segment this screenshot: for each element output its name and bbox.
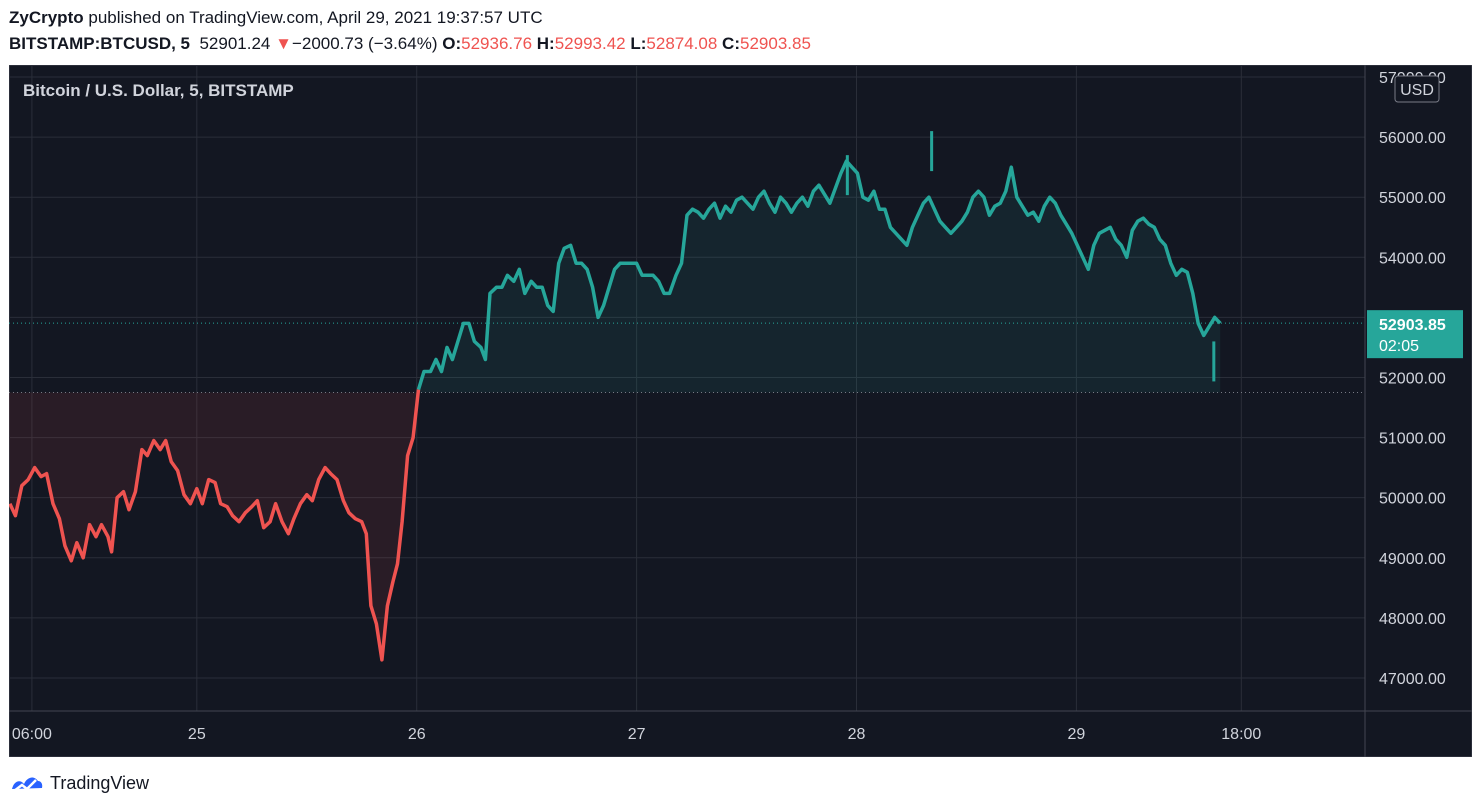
series-line-up[interactable] bbox=[416, 159, 1222, 391]
x-tick-label: 25 bbox=[188, 726, 206, 743]
y-tick-label: 54000.00 bbox=[1379, 250, 1446, 267]
currency-label[interactable]: USD bbox=[1400, 82, 1434, 99]
y-tick-label: 52000.00 bbox=[1379, 370, 1446, 387]
x-tick-label: 28 bbox=[848, 726, 866, 743]
down-arrow-icon: ▼ bbox=[275, 34, 292, 53]
footer: TradingView bbox=[10, 770, 149, 796]
countdown-label: 02:05 bbox=[1379, 338, 1419, 355]
y-tick-label: 55000.00 bbox=[1379, 190, 1446, 207]
high-label: H: bbox=[536, 34, 555, 53]
x-tick-label: 18:00 bbox=[1221, 726, 1261, 743]
footer-brand[interactable]: TradingView bbox=[50, 772, 150, 793]
price-change: −2000.73 (−3.64%) bbox=[291, 34, 438, 53]
last-price-label: 52903.85 bbox=[1379, 317, 1446, 334]
x-tick-label: 27 bbox=[628, 726, 646, 743]
ohlc-bar: BITSTAMP:BTCUSD, 5 52901.24 ▼−2000.73 (−… bbox=[9, 34, 811, 54]
author-name[interactable]: ZyCrypto bbox=[9, 8, 84, 27]
currency-badge[interactable] bbox=[1394, 75, 1440, 103]
price-chart[interactable]: 47000.00 48000.00 49000.00 50000.00 51000.00… bbox=[9, 65, 1472, 757]
open-value: 52936.76 bbox=[461, 34, 533, 53]
x-tick-label: 06:00 bbox=[12, 726, 52, 743]
series-line-down[interactable] bbox=[9, 389, 421, 662]
area-fill-up bbox=[418, 161, 1221, 393]
publish-info: ZyCrypto published on TradingView.com, A… bbox=[9, 8, 543, 28]
low-label: L: bbox=[630, 34, 647, 53]
x-tick-label: 26 bbox=[408, 726, 426, 743]
low-value: 52874.08 bbox=[646, 34, 718, 53]
chart-title: Bitcoin / U.S. Dollar, 5, BITSTAMP bbox=[23, 81, 294, 100]
open-label: O: bbox=[442, 34, 462, 53]
area-fill-down bbox=[9, 389, 419, 660]
y-tick-label: 56000.00 bbox=[1379, 130, 1446, 147]
y-tick-label: 50000.00 bbox=[1379, 491, 1446, 508]
y-tick-label: 47000.00 bbox=[1379, 671, 1446, 688]
close-label: C: bbox=[722, 34, 740, 53]
close-value: 52903.85 bbox=[740, 34, 811, 53]
last-price: 52901.24 bbox=[199, 34, 271, 53]
last-price-badge bbox=[1367, 310, 1463, 359]
published-text: published on TradingView.com, April 29, … bbox=[88, 8, 543, 27]
symbol-label[interactable]: BITSTAMP:BTCUSD, 5 bbox=[9, 34, 191, 53]
y-tick-label: 49000.00 bbox=[1379, 551, 1446, 568]
tradingview-logo-icon[interactable] bbox=[10, 771, 44, 795]
x-tick-label: 29 bbox=[1067, 726, 1085, 743]
y-tick-label: 51000.00 bbox=[1379, 431, 1446, 448]
y-tick-label: 48000.00 bbox=[1379, 611, 1446, 628]
high-value: 52993.42 bbox=[554, 34, 626, 53]
chart-background bbox=[9, 65, 1472, 757]
